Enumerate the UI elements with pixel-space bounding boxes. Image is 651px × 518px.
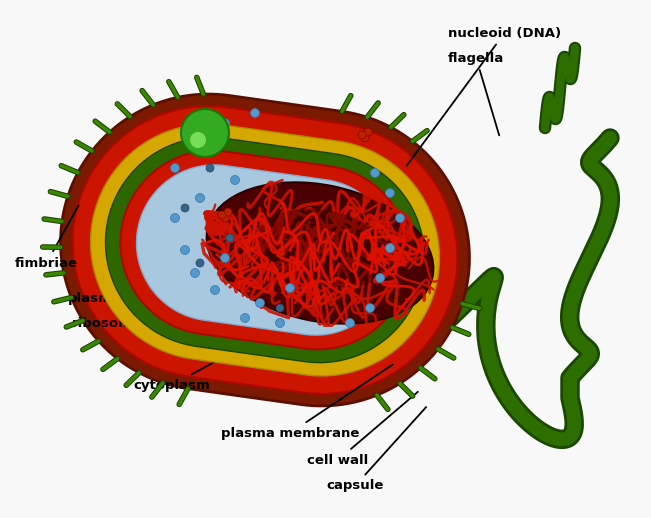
Text: capsule: capsule (326, 407, 426, 493)
Circle shape (218, 211, 226, 219)
Circle shape (196, 259, 204, 267)
Text: fimbriae: fimbriae (15, 206, 79, 269)
Polygon shape (72, 106, 458, 394)
Circle shape (171, 213, 180, 223)
Circle shape (181, 109, 229, 157)
Polygon shape (105, 137, 424, 363)
Circle shape (276, 304, 284, 312)
Ellipse shape (257, 209, 393, 287)
Circle shape (251, 108, 260, 118)
Circle shape (191, 134, 199, 142)
Circle shape (180, 246, 189, 254)
Circle shape (385, 243, 395, 252)
Text: nucleoid (DNA): nucleoid (DNA) (407, 26, 561, 166)
Text: ribosomes: ribosomes (72, 260, 193, 329)
Circle shape (230, 176, 240, 184)
Circle shape (365, 304, 374, 312)
Circle shape (396, 213, 404, 223)
Circle shape (206, 164, 214, 172)
Circle shape (221, 253, 230, 263)
Circle shape (370, 168, 380, 178)
Circle shape (361, 134, 369, 142)
Circle shape (181, 204, 189, 212)
Circle shape (221, 214, 229, 222)
Ellipse shape (206, 182, 434, 324)
Circle shape (364, 128, 372, 136)
Circle shape (224, 208, 232, 216)
Text: plasmid: plasmid (68, 224, 211, 305)
Circle shape (226, 234, 234, 242)
Polygon shape (137, 165, 393, 335)
Text: cell wall: cell wall (307, 392, 418, 467)
Polygon shape (90, 124, 439, 376)
Polygon shape (61, 94, 469, 406)
Polygon shape (120, 151, 409, 349)
Circle shape (275, 319, 284, 327)
Circle shape (255, 298, 264, 308)
Circle shape (210, 285, 219, 295)
Circle shape (358, 131, 366, 139)
Circle shape (346, 319, 355, 327)
Circle shape (171, 164, 180, 172)
Circle shape (240, 313, 249, 323)
Circle shape (191, 268, 199, 278)
Text: plasma membrane: plasma membrane (221, 365, 393, 439)
Circle shape (385, 189, 395, 197)
Text: flagella: flagella (448, 51, 505, 135)
Circle shape (195, 194, 204, 203)
Circle shape (190, 132, 206, 148)
Circle shape (376, 274, 385, 282)
Circle shape (286, 283, 294, 293)
Circle shape (221, 119, 230, 127)
Text: cytoplasm: cytoplasm (133, 314, 303, 392)
